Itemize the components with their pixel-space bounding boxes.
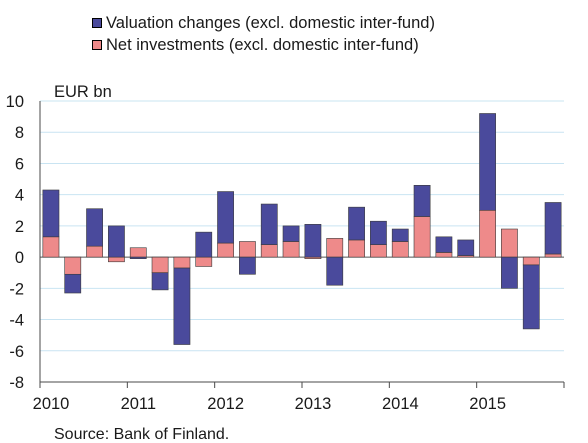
- bar-net-investments: [413, 216, 431, 258]
- bar-valuation-changes: [64, 273, 82, 294]
- bar-valuation-changes: [391, 228, 409, 242]
- x-tick-label: 2010: [33, 395, 70, 413]
- bar-valuation-changes: [217, 191, 234, 244]
- bar-net-investments: [86, 245, 103, 258]
- y-tick-label: 4: [15, 187, 24, 205]
- bar-net-investments: [435, 252, 453, 258]
- bar-net-investments: [195, 256, 213, 267]
- bar-valuation-changes: [326, 256, 344, 286]
- bar-net-investments: [282, 241, 300, 258]
- bar-net-investments: [522, 256, 540, 266]
- bar-valuation-changes: [370, 220, 387, 245]
- bar-net-investments: [544, 253, 562, 258]
- bar-valuation-changes: [457, 239, 475, 256]
- bar-net-investments: [151, 256, 169, 274]
- legend-label-net-investments: Net investments (excl. domestic inter-fu…: [106, 36, 419, 54]
- bar-valuation-changes: [348, 206, 365, 241]
- y-axis-label: EUR bn: [54, 83, 112, 101]
- y-tick-label: -4: [9, 312, 24, 330]
- bar-valuation-changes: [151, 272, 169, 291]
- bar-valuation-changes: [501, 256, 518, 289]
- bar-net-investments: [348, 239, 365, 258]
- bar-valuation-changes: [173, 267, 191, 345]
- bar-valuation-changes: [42, 189, 60, 238]
- bar-net-investments: [391, 241, 409, 258]
- legend-item-valuation-changes: Valuation changes (excl. domestic inter-…: [92, 12, 435, 34]
- legend-swatch-valuation-changes: [92, 18, 102, 28]
- legend-swatch-net-investments: [92, 40, 102, 50]
- bar-net-investments: [129, 247, 147, 258]
- y-tick-label: -6: [9, 343, 24, 361]
- bar-net-investments: [217, 242, 234, 258]
- x-tick-label: 2015: [469, 395, 506, 413]
- bar-net-investments: [260, 244, 278, 258]
- bar-valuation-changes: [435, 236, 453, 253]
- y-tick-label: 10: [6, 93, 24, 111]
- bar-valuation-changes: [239, 256, 256, 275]
- bar-net-investments: [479, 209, 496, 258]
- y-tick-label: -8: [9, 374, 24, 392]
- y-tick-label: 6: [15, 155, 24, 173]
- bar-valuation-changes: [195, 231, 213, 258]
- x-tick-label: 2014: [382, 395, 419, 413]
- bar-valuation-changes: [522, 264, 540, 330]
- bar-net-investments: [370, 244, 387, 258]
- source-note: Source: Bank of Finland.: [54, 426, 230, 443]
- y-tick-label: 8: [15, 124, 24, 142]
- legend-item-net-investments: Net investments (excl. domestic inter-fu…: [92, 34, 435, 56]
- x-tick-label: 2013: [295, 395, 332, 413]
- y-tick-label: -2: [9, 280, 24, 298]
- bar-net-investments: [42, 236, 60, 258]
- bar-net-investments: [501, 228, 518, 258]
- bar-valuation-changes: [304, 224, 322, 258]
- y-tick-label: 2: [15, 218, 24, 236]
- bar-valuation-changes: [479, 113, 496, 211]
- bar-net-investments: [326, 238, 344, 258]
- bar-net-investments: [108, 256, 125, 263]
- x-tick-label: 2011: [121, 395, 156, 413]
- bar-valuation-changes: [108, 225, 125, 258]
- x-tick-label: 2012: [207, 395, 244, 413]
- legend: Valuation changes (excl. domestic inter-…: [92, 12, 435, 56]
- bar-net-investments: [239, 241, 256, 258]
- legend-label-valuation-changes: Valuation changes (excl. domestic inter-…: [106, 14, 435, 32]
- bar-valuation-changes: [544, 202, 562, 255]
- bar-net-investments: [173, 256, 191, 269]
- bar-net-investments: [64, 256, 82, 275]
- bar-valuation-changes: [282, 225, 300, 242]
- bar-valuation-changes: [260, 203, 278, 245]
- bar-valuation-changes: [129, 256, 147, 259]
- bar-valuation-changes: [413, 185, 431, 217]
- bar-valuation-changes: [86, 208, 103, 247]
- y-tick-label: 0: [15, 249, 24, 267]
